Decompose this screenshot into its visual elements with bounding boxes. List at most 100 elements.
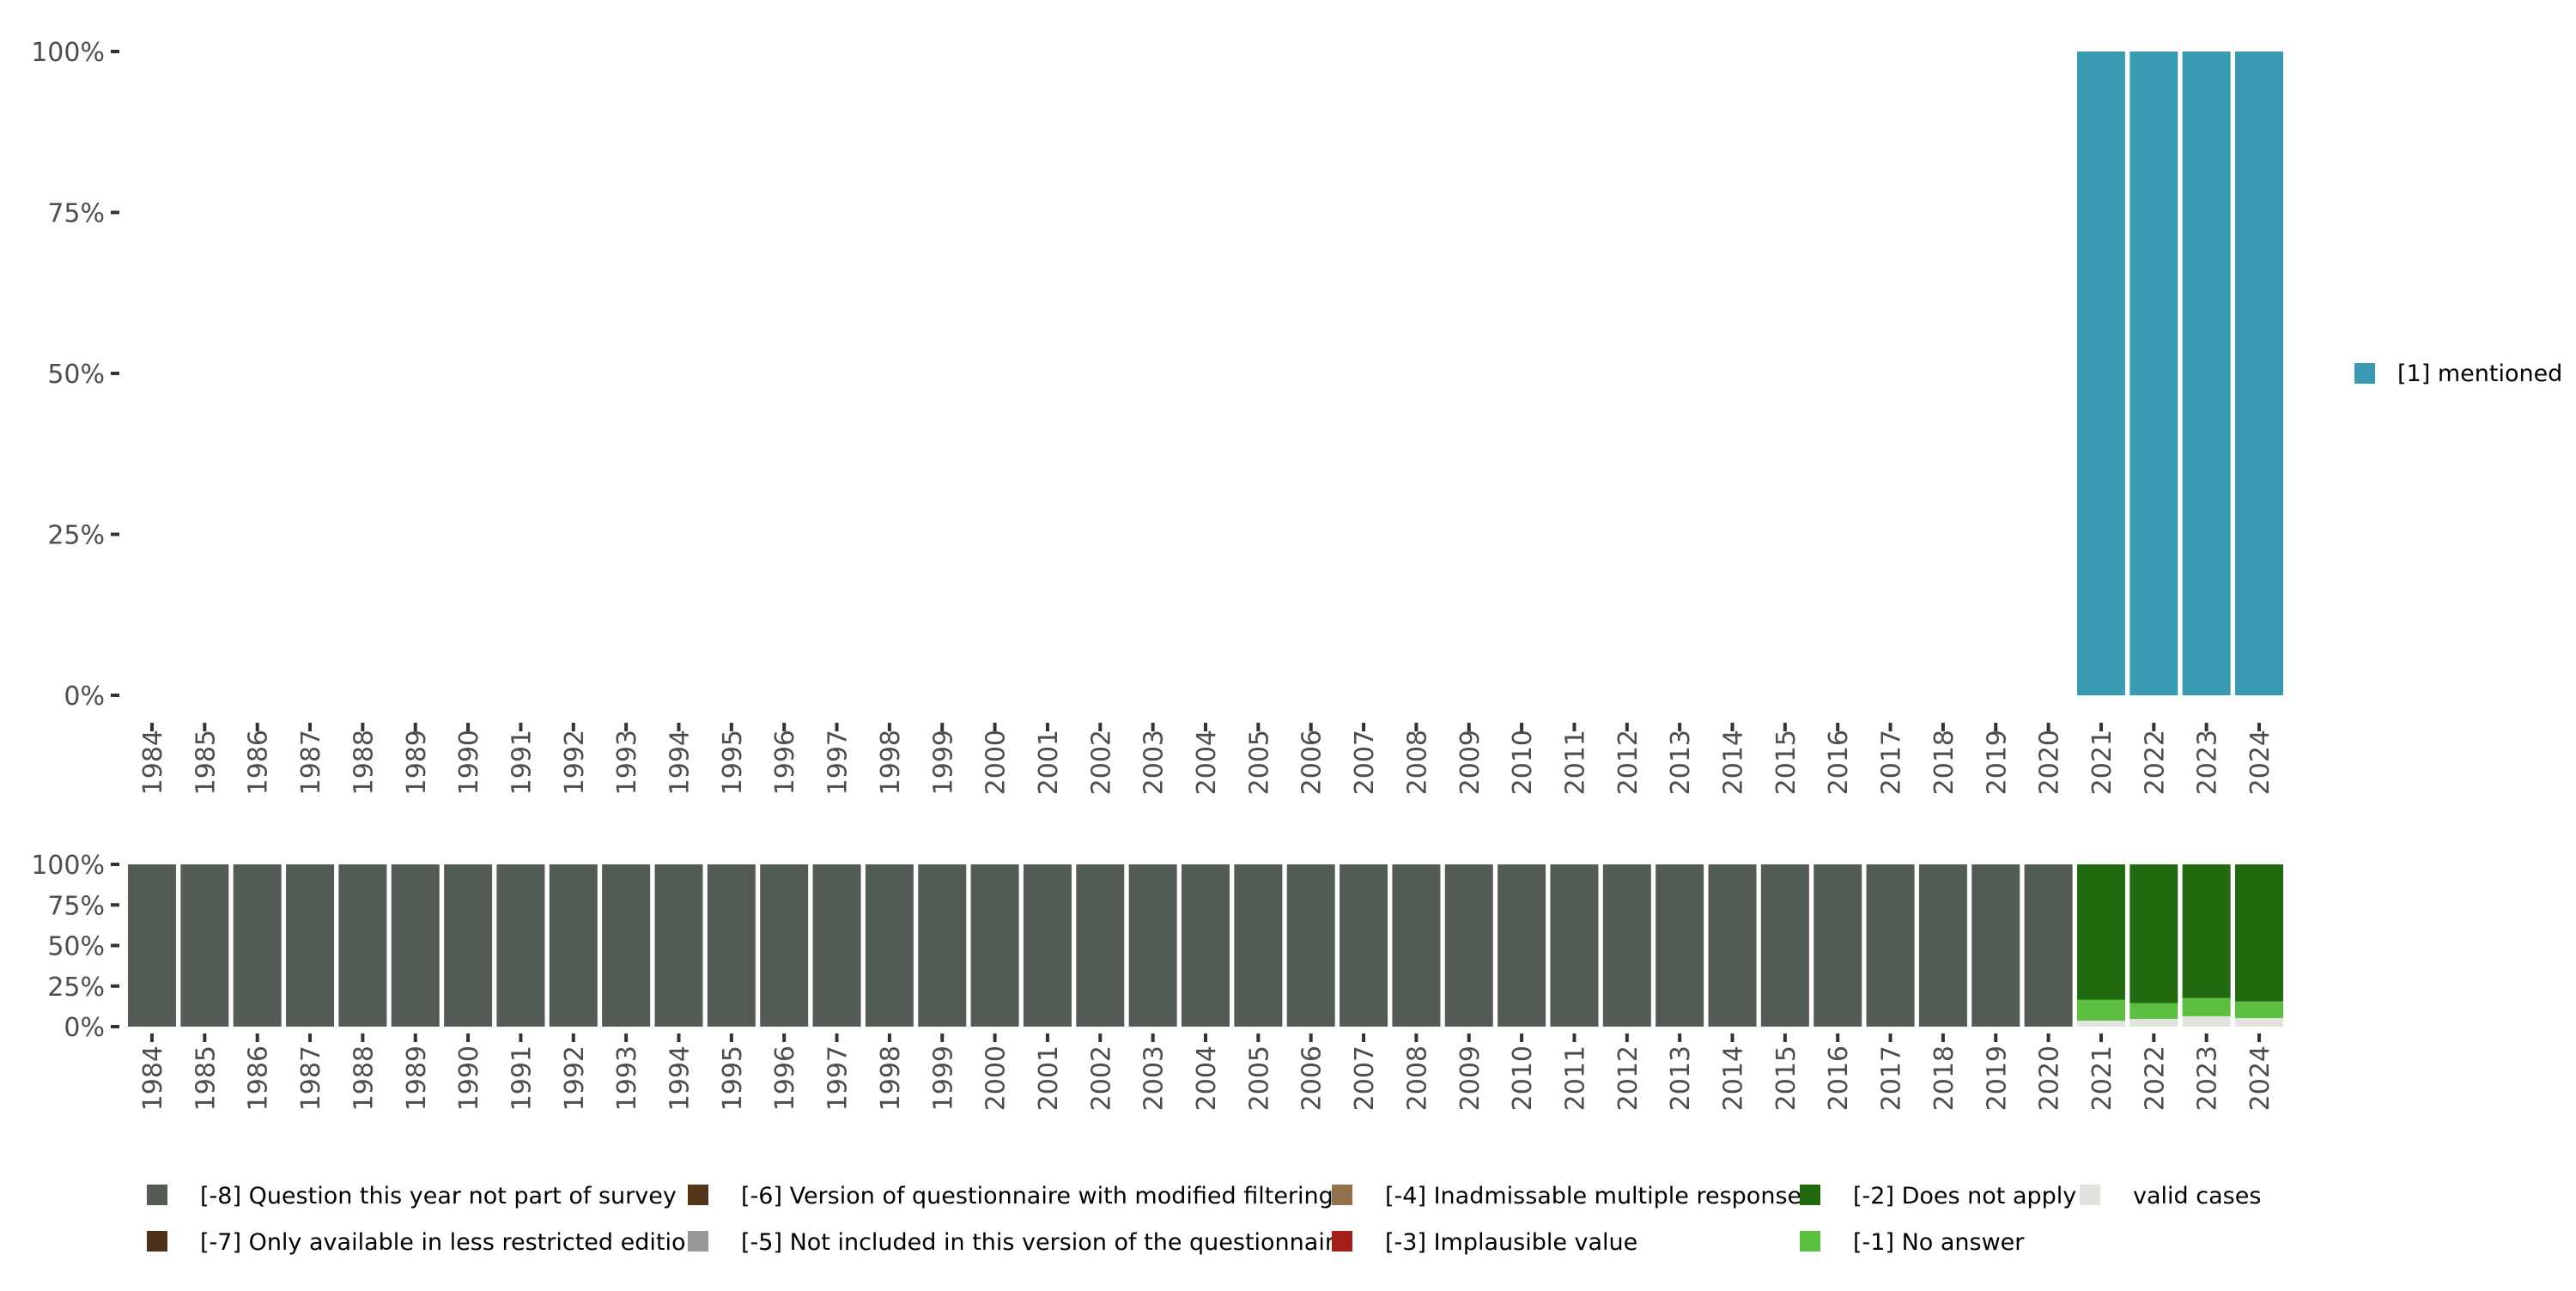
legend-label: [-8] Question this year not part of surv… <box>200 1183 677 1209</box>
y-tick-label: 0% <box>64 1013 105 1043</box>
legend-key <box>688 1185 708 1205</box>
bar-segment <box>1182 864 1230 1027</box>
y-tick-label: 50% <box>47 360 105 390</box>
x-tick-label: 2018 <box>1929 1046 1959 1111</box>
x-tick-label: 2022 <box>2140 1046 2170 1111</box>
x-tick-label: 2023 <box>2193 730 2223 795</box>
bar-segment <box>2235 864 2283 1002</box>
x-tick-label: 1990 <box>454 730 484 795</box>
x-tick-label: 2011 <box>1560 1046 1590 1111</box>
x-tick-label: 1989 <box>402 1046 432 1111</box>
x-tick-label: 1984 <box>138 730 168 795</box>
x-tick-label: 1984 <box>138 1046 168 1111</box>
bar-segment <box>1866 864 1915 1027</box>
x-tick-label: 2004 <box>1192 730 1222 795</box>
bar-segment <box>2182 997 2231 1016</box>
bar-segment <box>1814 864 1862 1027</box>
bar-segment <box>2182 1015 2231 1027</box>
bar-segment <box>180 864 229 1027</box>
x-tick-label: 2001 <box>1034 1046 1064 1111</box>
bar-segment <box>1602 864 1651 1027</box>
x-tick-label: 2006 <box>1297 1046 1327 1111</box>
legend-label: [-4] Inadmissable multiple response <box>1385 1183 1801 1209</box>
x-tick-label: 2000 <box>981 1046 1012 1111</box>
legend-key <box>1800 1231 1820 1252</box>
x-tick-label: 1994 <box>665 1046 696 1111</box>
bar-segment <box>2129 1018 2178 1027</box>
x-tick-label: 1995 <box>718 730 748 795</box>
x-tick-label: 2012 <box>1613 1046 1643 1111</box>
x-tick-label: 2000 <box>981 730 1012 795</box>
legend-label: [-7] Only available in less restricted e… <box>200 1229 701 1256</box>
x-tick-label: 2013 <box>1666 730 1696 795</box>
legend-label: valid cases <box>2133 1183 2261 1209</box>
legend-label: [-6] Version of questionnaire with modif… <box>741 1183 1334 1209</box>
y-tick-label: 100% <box>31 38 105 68</box>
y-tick-label: 25% <box>47 973 105 1003</box>
x-tick-label: 1992 <box>560 1046 590 1111</box>
legend-label: [-1] No answer <box>1853 1229 2025 1256</box>
x-tick-label: 1986 <box>244 730 274 795</box>
bar-segment <box>496 864 545 1027</box>
bar-segment <box>2182 52 2231 695</box>
x-tick-label: 2006 <box>1297 730 1327 795</box>
legend-key <box>147 1231 167 1252</box>
x-tick-label: 2010 <box>1508 1046 1538 1111</box>
x-tick-label: 1997 <box>823 730 854 795</box>
x-tick-label: 1988 <box>349 1046 379 1111</box>
bar-segment <box>1760 864 1809 1027</box>
x-tick-label: 1996 <box>770 1046 800 1111</box>
bar-segment <box>602 864 651 1027</box>
x-tick-label: 2016 <box>1824 730 1854 795</box>
bar-segment <box>918 864 967 1027</box>
y-tick-label: 75% <box>47 199 105 229</box>
bar-segment <box>1234 864 1283 1027</box>
x-tick-label: 2018 <box>1929 730 1959 795</box>
x-tick-label: 2019 <box>1982 1046 2012 1111</box>
y-tick-label: 75% <box>47 891 105 921</box>
bar-segment <box>1340 864 1388 1027</box>
x-tick-label: 2019 <box>1982 730 2012 795</box>
x-tick-label: 1986 <box>244 1046 274 1111</box>
legend-label: [-2] Does not apply <box>1853 1183 2076 1209</box>
legend-key <box>147 1185 167 1205</box>
y-tick-label: 50% <box>47 932 105 962</box>
bar-segment <box>760 864 809 1027</box>
x-tick-label: 2001 <box>1034 730 1064 795</box>
bar-segment <box>1550 864 1599 1027</box>
bar-segment <box>654 864 703 1027</box>
bar-segment <box>233 864 282 1027</box>
bar-segment <box>128 864 176 1027</box>
x-tick-label: 1990 <box>454 1046 484 1111</box>
x-tick-label: 2002 <box>1086 730 1116 795</box>
x-tick-label: 2023 <box>2193 1046 2223 1111</box>
x-tick-label: 2020 <box>2035 730 2065 795</box>
x-tick-label: 2003 <box>1139 1046 1170 1111</box>
bar-segment <box>1076 864 1125 1027</box>
x-tick-label: 1992 <box>560 730 590 795</box>
bar-segment <box>865 864 914 1027</box>
legend-key <box>688 1231 708 1252</box>
x-tick-label: 2002 <box>1086 1046 1116 1111</box>
x-tick-label: 1987 <box>296 1046 326 1111</box>
bar-segment <box>2024 864 2073 1027</box>
y-tick-label: 0% <box>64 682 105 712</box>
bar-segment <box>2076 999 2125 1021</box>
legend-key <box>2080 1185 2100 1205</box>
x-tick-label: 2016 <box>1824 1046 1854 1111</box>
bar-segment <box>2076 864 2125 1000</box>
bar-segment <box>1444 864 1493 1027</box>
x-tick-label: 2022 <box>2140 730 2170 795</box>
bar-segment <box>1286 864 1335 1027</box>
x-tick-label: 2014 <box>1719 1046 1749 1111</box>
x-tick-label: 1998 <box>876 1046 906 1111</box>
bar-segment <box>1128 864 1177 1027</box>
x-tick-label: 1987 <box>296 730 326 795</box>
bar-segment <box>391 864 440 1027</box>
bar-segment <box>1708 864 1757 1027</box>
x-tick-label: 1985 <box>191 730 221 795</box>
x-tick-label: 2008 <box>1402 730 1432 795</box>
x-tick-label: 1996 <box>770 730 800 795</box>
x-tick-label: 2009 <box>1455 730 1485 795</box>
